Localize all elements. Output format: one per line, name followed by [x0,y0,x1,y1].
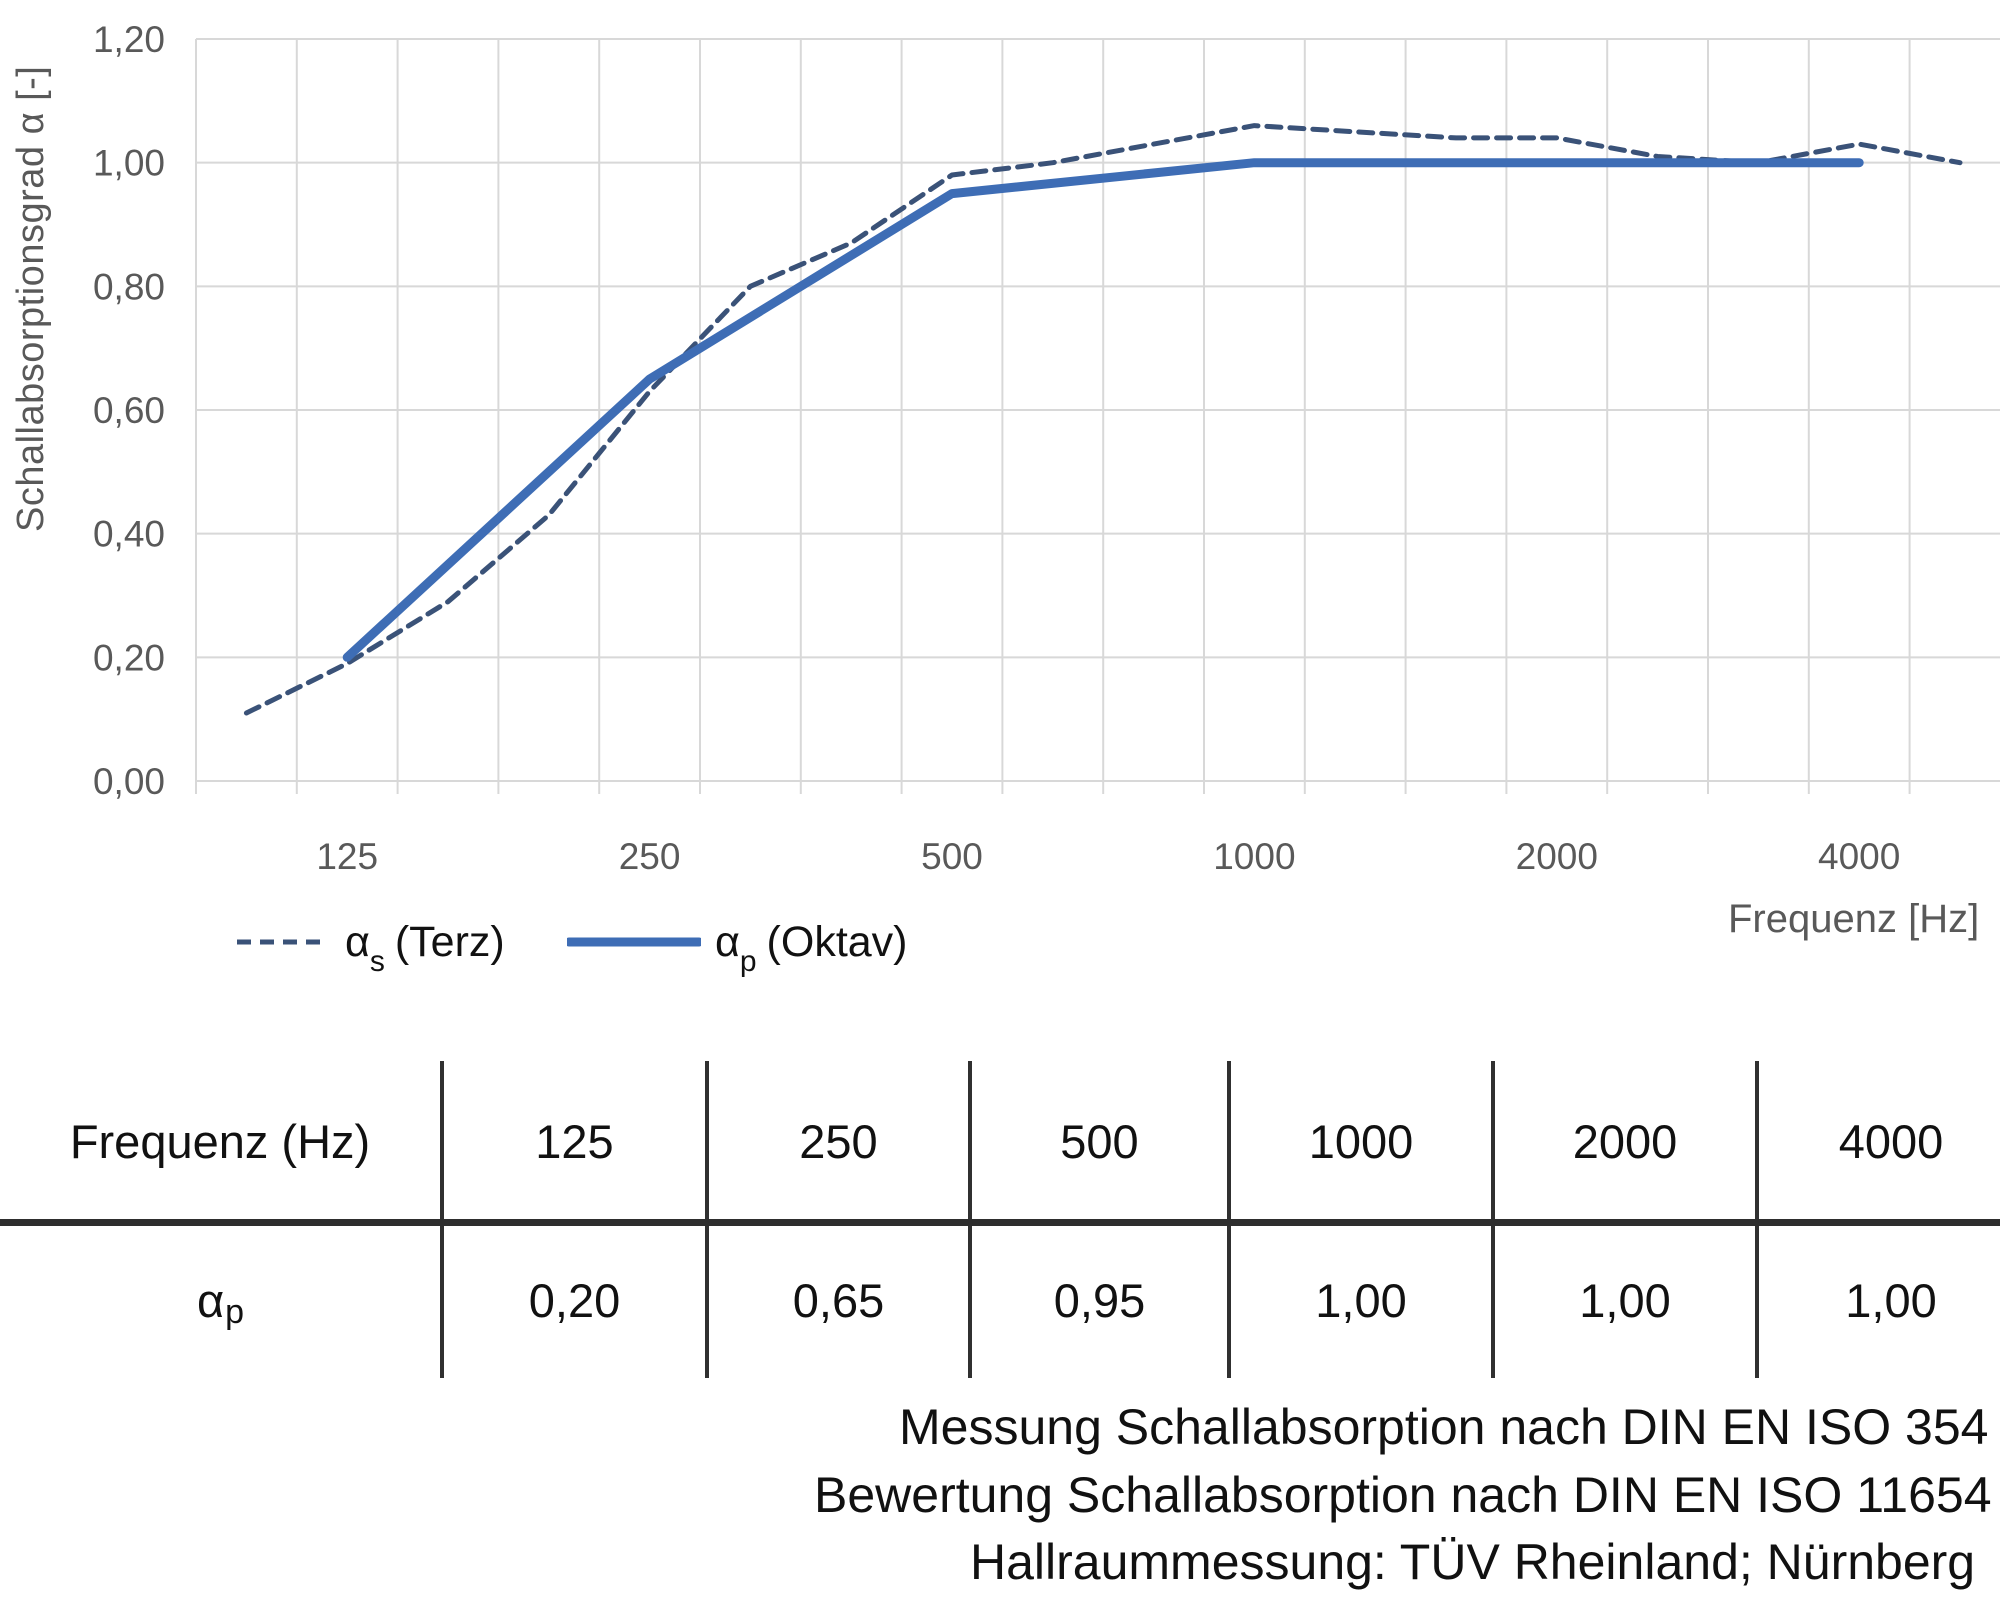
table-divider-rule [0,1219,2000,1226]
y-tick-label: 0,80 [93,266,165,307]
alpha-symbol: α [196,1273,225,1327]
table-value-cell: 1,00 [1315,1273,1407,1327]
series-line-alpha-p-oktav [342,158,1864,662]
table-value-cell: 1,00 [1579,1273,1671,1327]
legend-symbol: α [715,917,740,966]
y-tick-label: 0,20 [93,637,165,678]
x-tick-label: 2000 [1516,836,1598,877]
table-value-cell: 0,95 [1053,1273,1146,1327]
legend-subscript: p [739,945,757,979]
x-tick-label: 1000 [1213,836,1295,877]
x-tick-label: 250 [619,836,681,877]
y-tick-label: 1,00 [93,143,165,184]
legend-symbol: α [345,917,370,966]
x-tick-label: 125 [316,836,378,877]
y-tick-label: 0,00 [93,761,165,802]
absorption-chart: 0,00 0,20 0,40 0,60 0,80 1,00 1,20 125 250 500 100… [0,0,2000,977]
legend-text: (Oktav) [766,917,908,966]
y-tick-label: 1,20 [93,19,165,60]
footer-note-lab: Hallraummessung: TÜV Rheinland; Nürnberg [970,1534,1976,1590]
legend-label-alpha-p: αp (Oktav) [715,917,908,977]
dashed-line-swatch-icon [237,939,329,945]
y-tick-label: 0,60 [93,390,165,431]
footer-note-rating: Bewertung Schallabsorption nach DIN EN I… [814,1467,1992,1523]
table-header-cell: 2000 [1572,1115,1678,1168]
solid-line-swatch-icon [567,937,701,947]
table-header-cell: 4000 [1838,1115,1944,1168]
legend-label-alpha-s: αs (Terz) [345,917,505,977]
legend-text: (Terz) [394,917,505,966]
absorption-chart-canvas: 0,00 0,20 0,40 0,60 0,80 1,00 1,20 125 250 500 100… [93,19,2000,877]
table-header-frequency: Frequenz (Hz) [69,1115,371,1168]
alpha-subscript: p [225,1292,245,1331]
x-tick-label: 500 [921,836,983,877]
y-axis-title: Schallabsorptionsgrad α [-] [10,65,52,532]
table-value-cell: 0,65 [792,1273,885,1327]
table-value-cell: 1,00 [1845,1273,1937,1327]
table-header-cell: 500 [1060,1115,1139,1168]
table-header-cell: 1000 [1308,1115,1414,1168]
x-tick-label: 4000 [1818,836,1900,877]
y-axis-title-box: Schallabsorptionsgrad α [-] [0,0,60,540]
legend-item-alpha-p: αp (Oktav) [567,916,908,977]
y-tick-label: 0,40 [93,514,165,555]
legend-item-alpha-s: αs (Terz) [235,916,505,977]
table-value-cell: 0,20 [528,1273,621,1327]
legend-subscript: s [369,945,385,979]
x-axis-title: Frequenz [Hz] [1728,897,1980,941]
table-column-4000: 4000 1,00 [1759,1061,2000,1378]
table-header-cell: 125 [535,1115,614,1168]
table-header-cell: 250 [799,1115,878,1168]
footer-note-measurement: Messung Schallabsorption nach DIN EN ISO… [899,1399,1989,1455]
